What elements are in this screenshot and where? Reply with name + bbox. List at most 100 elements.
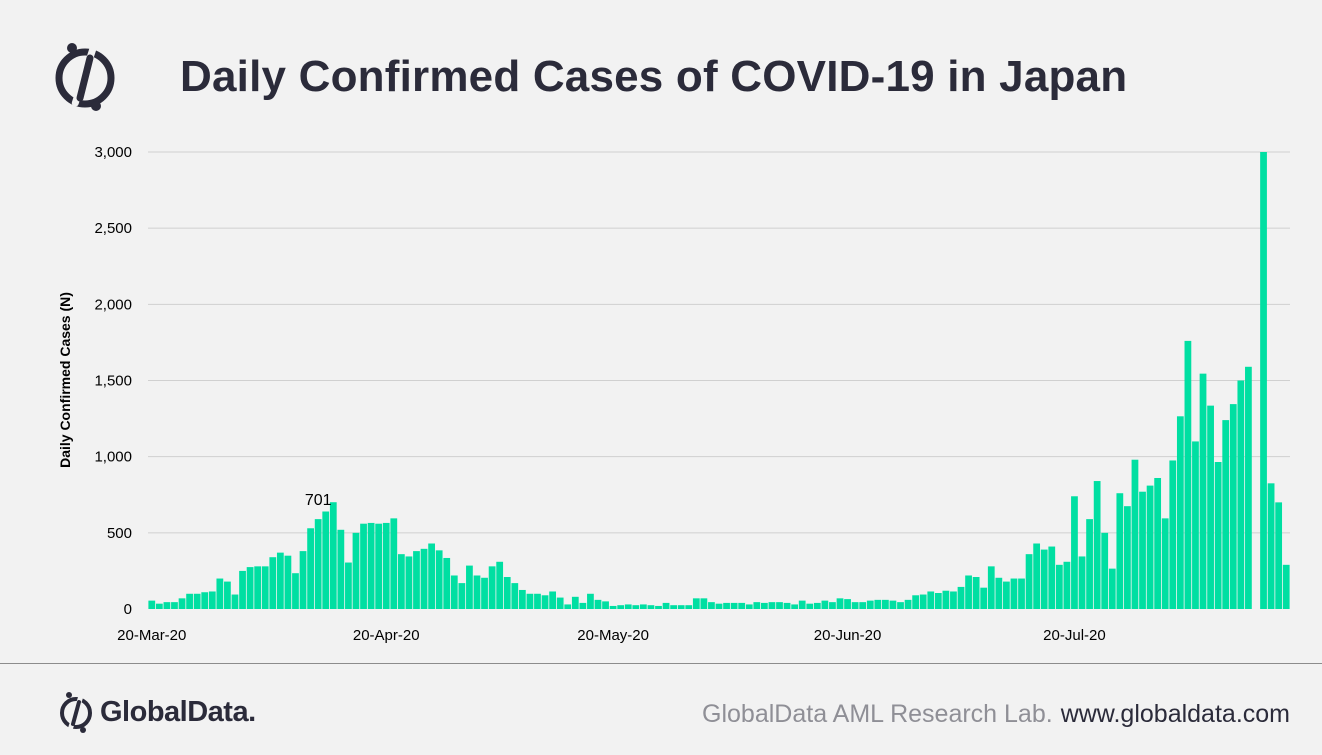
bar	[987, 566, 995, 609]
bar	[927, 591, 935, 609]
source-url[interactable]: www.globaldata.com	[1060, 700, 1290, 728]
bar	[284, 555, 292, 609]
bars	[148, 152, 1290, 609]
bar	[322, 511, 330, 609]
x-tick-label: 20-Jul-20	[1043, 627, 1106, 644]
bar	[239, 570, 246, 609]
bar	[1184, 340, 1192, 609]
bar	[526, 593, 534, 609]
bar	[1267, 483, 1275, 609]
y-tick-label: 3,000	[94, 144, 132, 161]
bar	[1048, 546, 1056, 609]
bar	[375, 523, 383, 609]
bar	[813, 602, 821, 609]
bar	[942, 590, 950, 609]
bar	[428, 543, 435, 609]
bar	[541, 595, 549, 609]
bar	[760, 602, 768, 609]
bar	[1071, 496, 1078, 609]
bar	[1199, 373, 1207, 609]
bar	[224, 581, 231, 609]
bar	[345, 562, 352, 609]
bar	[609, 605, 617, 609]
bar	[1176, 416, 1184, 609]
chart-title: Daily Confirmed Cases of COVID-19 in Jap…	[180, 52, 1128, 101]
bar	[836, 598, 844, 609]
bar	[806, 603, 814, 609]
bar	[155, 603, 163, 609]
bar	[473, 575, 481, 609]
bar	[458, 583, 466, 609]
bar	[579, 602, 587, 609]
bar	[1063, 561, 1071, 609]
bar	[261, 566, 269, 609]
bar	[1010, 578, 1018, 609]
bar	[1025, 554, 1033, 609]
bar	[1018, 578, 1025, 609]
bar	[329, 502, 337, 609]
bar	[1003, 581, 1010, 609]
bar	[1101, 532, 1109, 609]
bar	[1282, 564, 1290, 609]
bar	[776, 602, 783, 609]
bar	[466, 565, 473, 609]
bar	[715, 603, 723, 609]
bar	[957, 586, 965, 609]
bar	[292, 573, 299, 609]
bar	[1154, 477, 1162, 609]
bar	[1222, 420, 1230, 609]
bar	[587, 593, 594, 609]
bar	[231, 594, 239, 609]
bar	[1146, 485, 1154, 609]
bar	[1207, 405, 1214, 609]
bar	[360, 523, 367, 609]
footer-divider	[0, 663, 1322, 664]
bar	[889, 600, 897, 609]
peak-annotation: 701	[305, 492, 332, 509]
bar	[859, 602, 867, 609]
bar	[670, 605, 678, 609]
globaldata-brand-icon	[60, 692, 92, 733]
bar	[1033, 543, 1041, 609]
bar	[821, 600, 829, 609]
bar	[382, 522, 390, 609]
bar	[677, 605, 685, 609]
bar	[201, 592, 209, 609]
bar	[1229, 404, 1237, 609]
bar	[299, 551, 307, 609]
bar	[980, 587, 988, 609]
y-tick-label: 1,500	[94, 373, 132, 390]
bar	[995, 577, 1003, 609]
bar	[647, 605, 655, 609]
source-credit: GlobalData AML Research Lab. www.globalda…	[702, 700, 1290, 729]
bar	[632, 605, 640, 609]
bar	[503, 577, 511, 609]
bar	[367, 522, 375, 609]
bar	[685, 605, 693, 609]
bar	[1108, 568, 1116, 609]
bar	[753, 602, 761, 609]
bar	[639, 604, 647, 609]
x-tick-label: 20-Jun-20	[814, 627, 882, 644]
bar	[602, 601, 609, 609]
bar	[488, 566, 496, 609]
bar	[829, 602, 836, 609]
grid-lines	[148, 151, 1290, 534]
bar	[518, 589, 526, 609]
bar	[692, 598, 700, 609]
bar	[919, 594, 927, 609]
bar	[435, 550, 443, 609]
bar	[1192, 441, 1199, 609]
bar	[1214, 461, 1222, 609]
bar	[450, 575, 458, 609]
bar	[798, 600, 806, 609]
bar	[1116, 493, 1124, 609]
bar	[897, 602, 904, 609]
bar	[178, 598, 186, 609]
bar	[655, 605, 662, 609]
bar	[443, 557, 451, 609]
bar	[254, 566, 262, 609]
bar	[314, 519, 322, 609]
bar	[337, 529, 345, 609]
